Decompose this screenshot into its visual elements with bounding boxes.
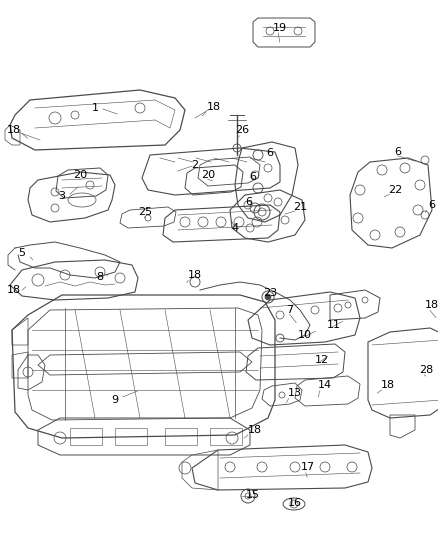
Text: 3: 3: [59, 191, 66, 201]
Text: 2: 2: [191, 160, 198, 170]
Text: 18: 18: [207, 102, 221, 112]
Text: 17: 17: [301, 462, 315, 472]
Text: 6: 6: [395, 147, 402, 157]
Text: 19: 19: [273, 23, 287, 33]
Text: 1: 1: [92, 103, 99, 113]
Text: 16: 16: [288, 498, 302, 508]
Text: 6: 6: [250, 172, 257, 182]
Text: 22: 22: [388, 185, 402, 195]
Text: 6: 6: [428, 200, 435, 210]
Text: 20: 20: [73, 170, 87, 180]
Text: 18: 18: [188, 270, 202, 280]
Text: 21: 21: [293, 202, 307, 212]
Text: 20: 20: [201, 170, 215, 180]
Text: 23: 23: [263, 288, 277, 298]
Circle shape: [265, 294, 271, 300]
Text: 6: 6: [266, 148, 273, 158]
Text: 6: 6: [246, 197, 252, 207]
Text: 18: 18: [7, 285, 21, 295]
Text: 4: 4: [231, 223, 239, 233]
Text: 14: 14: [318, 380, 332, 390]
Text: 12: 12: [315, 355, 329, 365]
Text: 18: 18: [7, 125, 21, 135]
Text: 26: 26: [235, 125, 249, 135]
Text: 18: 18: [381, 380, 395, 390]
Text: 15: 15: [246, 490, 260, 500]
Text: 7: 7: [286, 305, 293, 315]
Text: 10: 10: [298, 330, 312, 340]
Text: 13: 13: [288, 388, 302, 398]
Text: 11: 11: [327, 320, 341, 330]
Text: 9: 9: [111, 395, 119, 405]
Text: 28: 28: [419, 365, 433, 375]
Text: 18: 18: [425, 300, 438, 310]
Text: 8: 8: [96, 272, 103, 282]
Text: 5: 5: [18, 248, 25, 258]
Text: 18: 18: [248, 425, 262, 435]
Text: 25: 25: [138, 207, 152, 217]
